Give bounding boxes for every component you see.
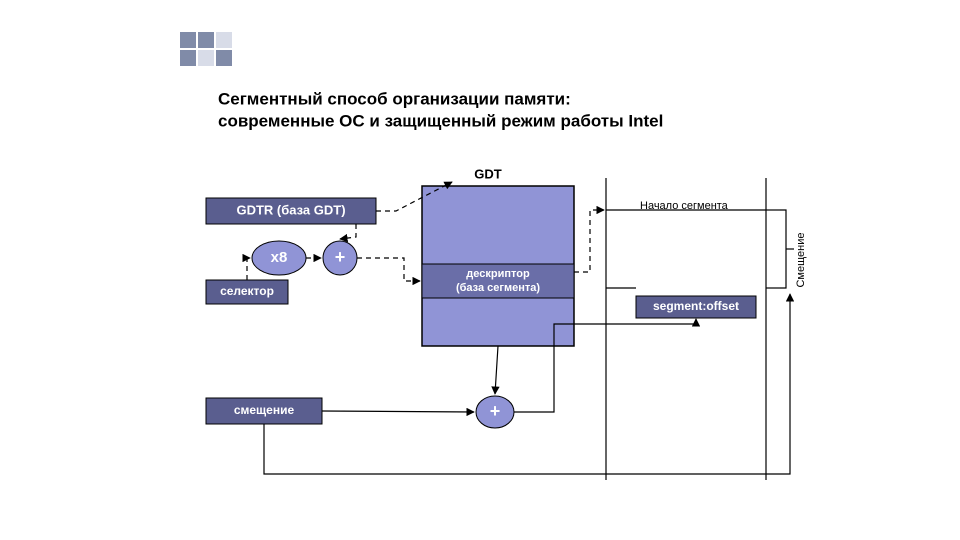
box [216,32,232,48]
connector [780,210,786,288]
label: дескриптор [466,268,530,280]
label: селектор [220,284,274,298]
connector [574,210,604,272]
label: segment:offset [653,299,739,313]
box [180,32,196,48]
title-line1: Сегментный способ организации памяти: [218,89,571,108]
offset-vertical-label: Смещение [795,232,807,287]
box [216,50,232,66]
connector [357,258,420,281]
label: (база сегмента) [456,282,540,294]
box [198,50,214,66]
connector [495,346,498,394]
segment-start-label: Начало сегмента [640,200,729,212]
label: x8 [271,249,288,266]
box [198,32,214,48]
connector [247,258,250,280]
connector [322,411,474,412]
box [180,50,196,66]
label: GDTR (база GDT) [236,202,345,217]
label: + [490,401,501,421]
label: смещение [234,403,295,417]
label: + [335,247,346,267]
title-line2: современные ОС и защищенный режим работы… [218,111,663,130]
gdt-label: GDT [474,166,502,181]
connector [340,224,356,239]
